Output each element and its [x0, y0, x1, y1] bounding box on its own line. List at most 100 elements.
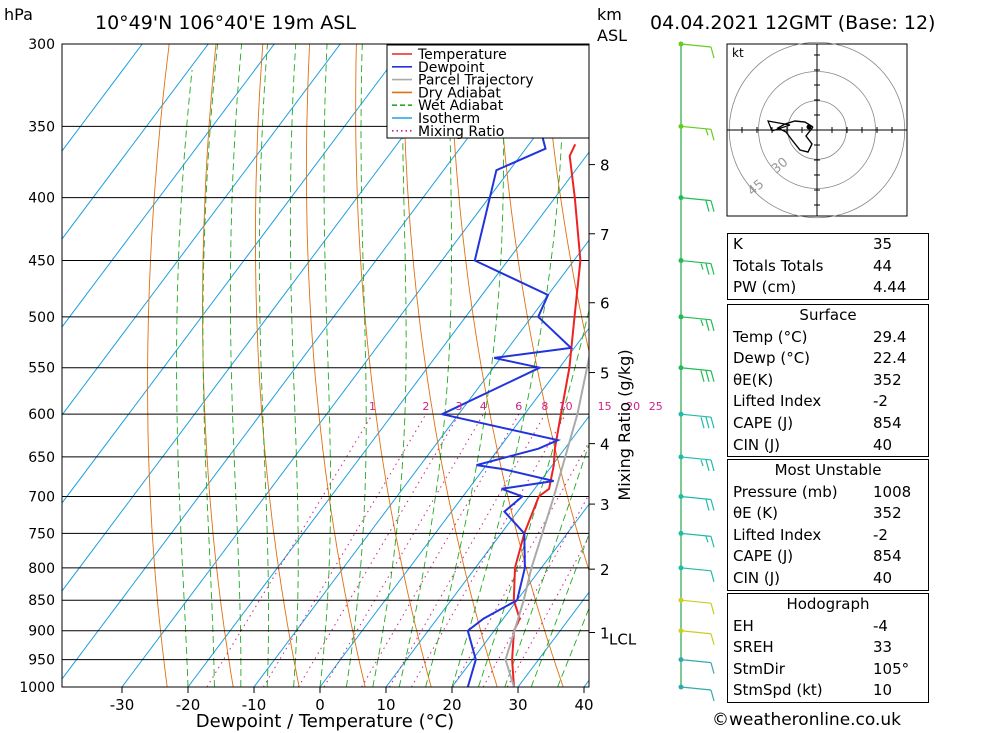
hodograph-stat-value: -4: [873, 616, 888, 635]
wind-barb: [678, 411, 715, 429]
lcl-label: LCL: [609, 631, 637, 649]
wind-barb: [678, 258, 715, 275]
surface-header: Surface: [799, 306, 857, 324]
height-tick-label: 5: [600, 365, 610, 383]
plot-frame: [61, 43, 590, 688]
pressure-tick-label: 750: [28, 526, 55, 542]
wind-barb-flag: [710, 662, 715, 674]
wind-barb-shaft: [680, 197, 712, 202]
hodograph-storm-point: [806, 124, 812, 130]
wind-barb: [678, 657, 715, 674]
units-hpa: hPa: [4, 5, 33, 24]
height-tick-label: 8: [600, 157, 610, 175]
wind-barb-half-flag: [700, 459, 704, 467]
surface-label: θE(K): [733, 370, 774, 389]
profile-series: [439, 44, 589, 687]
isotherm-line: [385, 415, 589, 687]
wind-barb-shaft: [680, 456, 712, 461]
isotherm-line: [62, 44, 275, 328]
index-value: 4.44: [873, 278, 907, 297]
wet-adiabat-line: [229, 44, 243, 687]
wind-barb-flag: [710, 129, 715, 141]
most-unstable-label: CAPE (J): [733, 547, 794, 566]
index-label: PW (cm): [733, 278, 797, 297]
pressure-tick-label: 900: [28, 624, 55, 640]
wind-barb-half-flag: [700, 263, 704, 270]
mixing-ratio-label: 4: [480, 400, 487, 413]
mixing-ratio-label: 20: [626, 400, 640, 413]
units-km: km: [597, 5, 622, 24]
index-label: Totals Totals: [733, 256, 824, 275]
x-axis-title: Dewpoint / Temperature (°C): [196, 711, 454, 732]
mixing-ratio-line: [297, 413, 460, 687]
legend-item: Wet Adiabat: [418, 98, 504, 114]
wet-adiabat-line: [176, 70, 193, 687]
pressure-tick-label: 500: [28, 310, 55, 326]
surface-value: 352: [873, 370, 902, 389]
dry-adiabat-line: [305, 44, 366, 687]
most-unstable-table: Most Unstable Pressure (mb) 1008 θE (K) 352 L…: [727, 459, 929, 591]
surface-row: θE(K) 352: [728, 370, 928, 392]
wind-barb-flag: [710, 499, 715, 511]
hodograph-stat-label: StmSpd (kt): [733, 681, 823, 700]
wind-barb-station: [678, 123, 684, 129]
height-tick-label: 6: [600, 295, 610, 313]
wind-barb: [678, 123, 715, 141]
most-unstable-label: Lifted Index: [733, 525, 822, 544]
index-label: K: [733, 235, 743, 253]
surface-value: -2: [873, 392, 888, 411]
legend-item: Isotherm: [418, 111, 480, 127]
surface-label: Lifted Index: [733, 392, 822, 411]
hodograph-unit-label: kt: [732, 46, 744, 60]
most-unstable-row: Lifted Index -2: [728, 525, 928, 547]
wind-barb-shaft: [680, 686, 712, 691]
surface-label: Dewp (°C): [733, 349, 811, 368]
most-unstable-label: Pressure (mb): [733, 482, 838, 501]
wet-adiabat-line: [345, 44, 367, 687]
surface-label: CAPE (J): [733, 413, 794, 432]
wet-adiabat-line: [258, 44, 269, 687]
isotherm-line: [451, 503, 589, 687]
wind-barb: [678, 597, 715, 615]
wind-barb-shaft: [680, 367, 712, 372]
wind-barb: [678, 565, 715, 582]
wind-barb-flag: [710, 263, 715, 275]
hodograph-stat-row: StmSpd (kt) 10: [728, 680, 928, 702]
hodograph-stat-value: 33: [873, 638, 893, 657]
hodograph-stat-value: 10: [873, 681, 893, 700]
x-tick-label: -30: [110, 696, 135, 714]
x-tick-label: -20: [176, 696, 201, 714]
wind-barb-flag: [710, 603, 715, 615]
hodograph-stat-header: Hodograph: [786, 595, 870, 613]
hodograph-stat-label: EH: [733, 616, 754, 635]
mixing-ratio-line: [206, 413, 373, 687]
pressure-tick-label: 350: [28, 119, 55, 135]
wind-barb-shaft: [680, 413, 712, 418]
wind-barb-shaft: [680, 125, 712, 130]
wind-barb-flag: [705, 499, 710, 511]
location-title: 10°49'N 106°40'E 19m ASL: [95, 12, 356, 34]
wind-barb-half-flag: [705, 129, 709, 136]
height-tick-label: 4: [600, 436, 610, 454]
pressure-tick-label: 850: [28, 593, 55, 609]
temperature-line: [511, 143, 582, 687]
most-unstable-label: θE (K): [733, 504, 778, 523]
wind-barb-shaft: [680, 659, 712, 664]
wind-barb-shaft: [680, 495, 712, 501]
wet-adiabat-line: [319, 44, 331, 687]
wind-barb: [678, 41, 715, 59]
mixing-ratio-label: 8: [541, 400, 548, 413]
isotherm-line: [319, 327, 589, 687]
index-row: Totals Totals 44: [728, 256, 928, 278]
height-tick-label: 7: [600, 226, 610, 244]
surface-label: CIN (J): [733, 435, 781, 454]
isotherm-line: [62, 44, 209, 240]
most-unstable-row: θE (K) 352: [728, 503, 928, 525]
height-tick-label: 2: [600, 561, 610, 579]
pressure-tick-label: 600: [28, 407, 55, 423]
wind-barb-half-flag: [705, 536, 709, 543]
dry-adiabat-line: [202, 44, 234, 687]
